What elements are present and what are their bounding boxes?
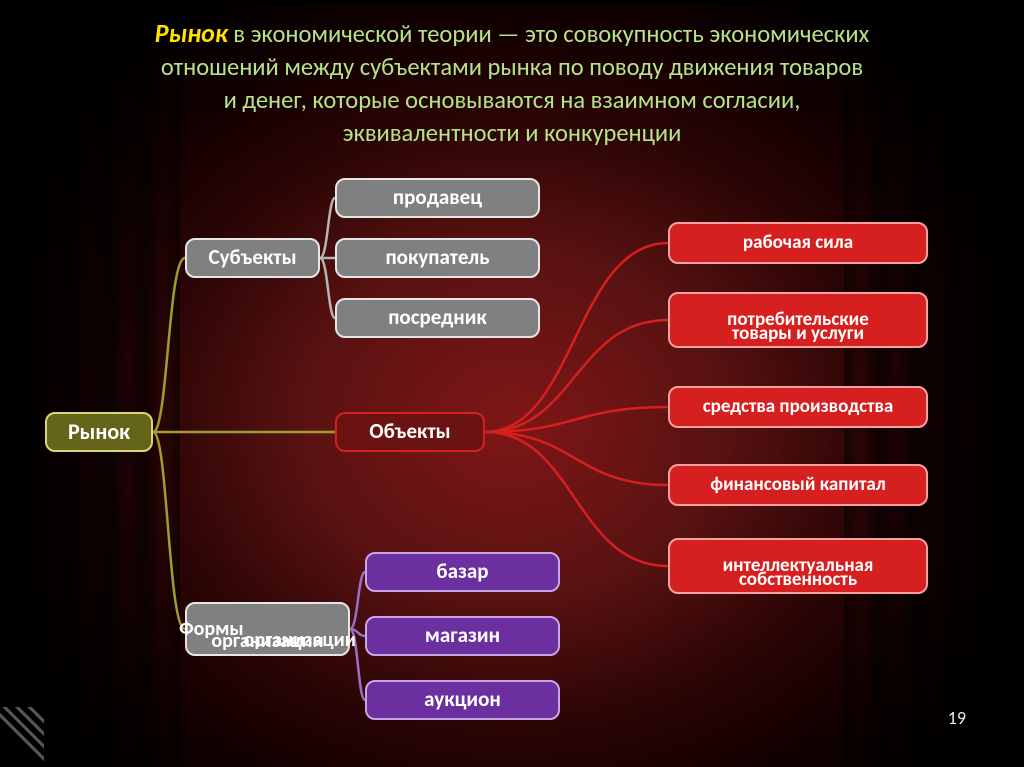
node-label: средства производства bbox=[703, 396, 894, 417]
node-label: магазин bbox=[425, 624, 500, 648]
node-label: покупатель bbox=[385, 246, 489, 270]
node-label: рабочая сила bbox=[743, 232, 853, 253]
node-means: средства производства bbox=[668, 386, 928, 428]
node-shop: магазин bbox=[365, 616, 560, 656]
node-broker: посредник bbox=[335, 298, 540, 338]
node-forms-line2: организации bbox=[185, 629, 350, 653]
node-label: продавец bbox=[393, 186, 482, 210]
page-number: 19 bbox=[948, 707, 966, 729]
slide-stage: Рынок в экономической теории — это совок… bbox=[0, 0, 1024, 767]
node-label: Объекты bbox=[369, 420, 450, 444]
node-label: Субъекты bbox=[208, 246, 296, 270]
node-auction: аукцион bbox=[365, 680, 560, 720]
node-bazaar: базар bbox=[365, 552, 560, 592]
node-subjects: Субъекты bbox=[185, 238, 320, 278]
node-capital: финансовый капитал bbox=[668, 464, 928, 506]
title-block: Рынок в экономической теории — это совок… bbox=[40, 16, 984, 150]
node-root: Рынок bbox=[45, 412, 153, 452]
title-line2: отношений между субъектами рынка по пово… bbox=[40, 51, 984, 84]
node-seller: продавец bbox=[335, 178, 540, 218]
node-label: базар bbox=[436, 560, 488, 584]
title-line4: эквивалентности и конкуренции bbox=[40, 117, 984, 150]
node-buyer: покупатель bbox=[335, 238, 540, 278]
page-corner-icon bbox=[0, 707, 44, 767]
node-label: аукцион bbox=[424, 688, 501, 712]
title-emph: Рынок bbox=[155, 17, 228, 49]
title-line1-rest: в экономической теории — это совокупност… bbox=[228, 19, 869, 49]
node-label: финансовый капитал bbox=[710, 474, 886, 495]
node-labour: рабочая сила bbox=[668, 222, 928, 264]
node-label: посредник bbox=[388, 306, 487, 330]
title-line3: и денег, которые основываются на взаимно… bbox=[40, 84, 984, 117]
node-goods-line2: товары и услуги bbox=[668, 322, 928, 345]
node-intel-line2: собственность bbox=[668, 568, 928, 591]
node-label: Рынок bbox=[68, 420, 130, 445]
node-objects: Объекты bbox=[335, 412, 485, 452]
